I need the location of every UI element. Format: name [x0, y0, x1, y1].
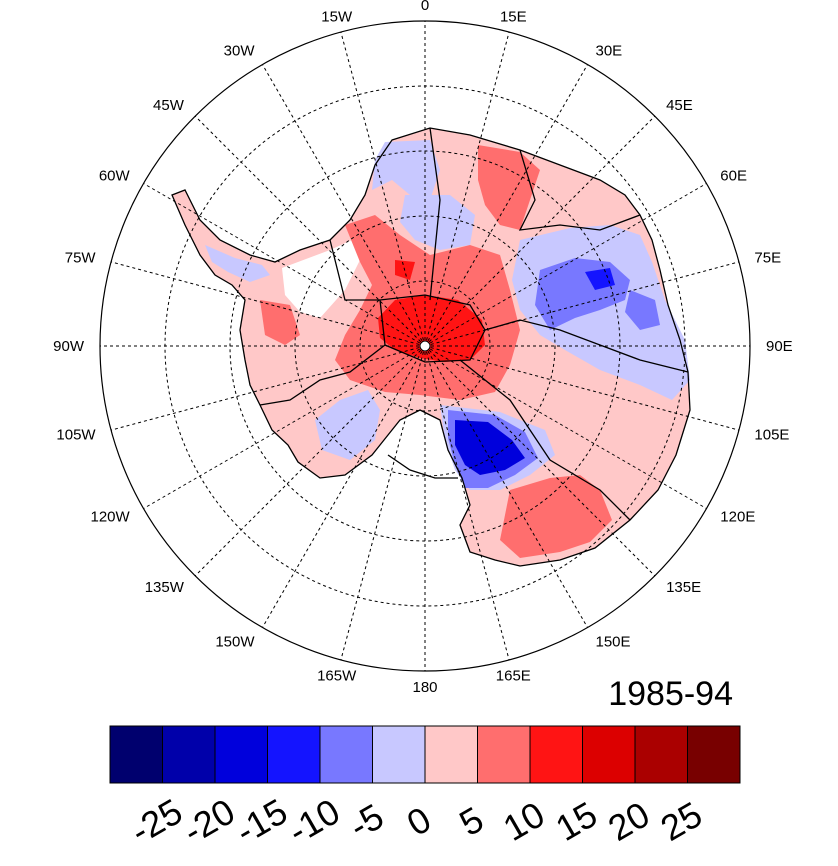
meridian-line [194, 345, 426, 577]
longitude-labels: 0 15E 30E 45E 60E 75E 90E 105E 120E 135E 150E 165E 1… [53, 0, 793, 696]
longitude-label: 60W [99, 168, 131, 185]
basin-outline-5 [259, 344, 386, 406]
longitude-label: 90W [53, 338, 85, 355]
near-zero-patch-1 [282, 240, 360, 318]
meridian-line [262, 345, 426, 628]
colorbar-box [687, 725, 741, 784]
colorbar-tick-label: 5 [452, 798, 490, 844]
longitude-label: 165W [317, 667, 357, 684]
colorbar-box [424, 725, 478, 784]
longitude-label: 15W [321, 9, 353, 26]
meridian-line [110, 345, 426, 431]
graticule [100, 21, 750, 671]
meridian-line [143, 183, 426, 347]
meridian-line [424, 261, 740, 347]
longitude-label: 180 [412, 679, 437, 696]
longitude-label: 150W [215, 633, 255, 650]
colorbar-tick-label: 25 [654, 793, 709, 849]
medium-blue-east-2 [625, 290, 660, 330]
longitude-label: 105W [56, 426, 96, 443]
meridian-line [424, 345, 588, 628]
meridian-line [424, 183, 707, 347]
meridian-line [424, 345, 707, 509]
longitude-label: 60E [720, 168, 747, 185]
period-label: 1985-94 [608, 675, 733, 713]
longitude-label: 165E [496, 667, 531, 684]
colorbar-box [477, 725, 531, 784]
meridian-line [143, 345, 426, 509]
longitude-label: 0 [421, 0, 429, 14]
antarctic-coastline [171, 127, 691, 567]
colorbar-box [214, 725, 268, 784]
longitude-label: 135E [666, 579, 701, 596]
strong-blue-ross [455, 420, 525, 475]
meridian-line [424, 345, 656, 577]
colorbar-tick-label: 15 [549, 793, 604, 849]
longitude-label: 120W [91, 509, 131, 526]
meridian-line [424, 31, 510, 347]
meridian-line [110, 261, 426, 347]
longitude-label: 120E [720, 509, 755, 526]
basin-outline-1 [429, 127, 441, 301]
light-blue-region-1 [372, 140, 440, 200]
bright-red-pole [378, 295, 485, 362]
meridian-line [194, 115, 426, 347]
colorbar-tick-label: 10 [496, 793, 551, 849]
longitude-label: 75W [65, 250, 97, 267]
meridian-line [424, 64, 588, 347]
latitude-circle [359, 280, 491, 412]
meridian-line [424, 115, 656, 347]
colorbar-box [162, 725, 216, 784]
red-region-wilkes [500, 475, 612, 558]
meridian-line [424, 345, 740, 431]
latitude-circle [294, 215, 556, 477]
colorbar-tick-label: -10 [281, 790, 347, 852]
colorbar-box [372, 725, 426, 784]
longitude-label: 15E [500, 9, 527, 26]
red-region-west [260, 300, 300, 345]
colorbar-tick-label: -5 [342, 795, 390, 847]
longitude-label: 150E [596, 633, 631, 650]
colorbar [109, 725, 741, 784]
longitude-label: 105E [754, 426, 789, 443]
meridian-line [424, 345, 510, 661]
colorbar-box [109, 725, 163, 784]
longitude-label: 45E [666, 97, 693, 114]
meridian-line [340, 345, 426, 661]
pole-marker [419, 340, 431, 352]
basin-outline-4 [518, 149, 641, 231]
meridian-line [340, 31, 426, 347]
colorbar-box [634, 725, 688, 784]
anomaly-shading [172, 128, 690, 566]
longitude-label: 75E [754, 250, 781, 267]
longitude-label: 30W [224, 43, 256, 60]
meridian-line [262, 64, 426, 347]
longitude-label: 90E [766, 338, 793, 355]
ross-ice-front [387, 454, 458, 479]
strong-blue-east [585, 268, 615, 290]
map-boundary [99, 20, 751, 672]
colorbar-box [529, 725, 583, 784]
colorbar-box [267, 725, 321, 784]
colorbar-box [582, 725, 636, 784]
basin-outline-6 [459, 359, 631, 521]
colorbar-box [319, 725, 373, 784]
colorbar-tick-label: 0 [400, 798, 438, 844]
basin-outline-2 [379, 294, 486, 363]
light-blue-region-peninsula [205, 245, 270, 282]
colorbar-tick-label: 20 [601, 793, 656, 849]
longitude-label: 30E [596, 43, 623, 60]
longitude-label: 135W [145, 579, 185, 596]
longitude-label: 45W [153, 97, 185, 114]
